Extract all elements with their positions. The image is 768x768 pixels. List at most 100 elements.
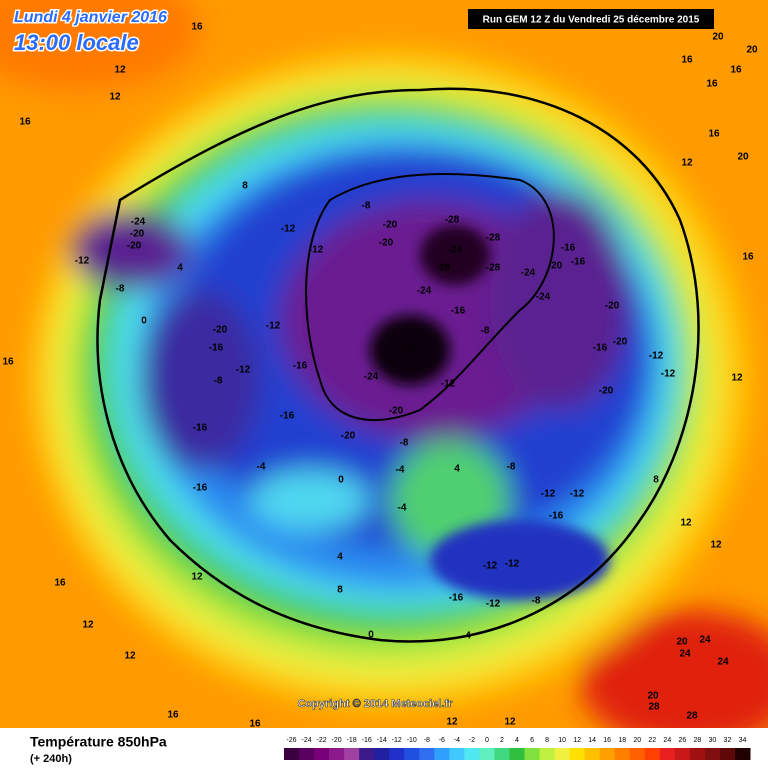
- contour-label: -12: [281, 224, 296, 235]
- legend-label: -26: [286, 737, 296, 744]
- contour-label: 16: [708, 129, 720, 140]
- contour-label: 12: [191, 572, 203, 583]
- contour-label: 16: [681, 55, 693, 66]
- contour-label: 8: [337, 585, 343, 596]
- contour-label: -12: [541, 489, 556, 500]
- legend-swatch: [419, 748, 435, 760]
- contour-label: 20: [647, 691, 659, 702]
- contour-label: 20: [737, 152, 749, 163]
- legend-label: 18: [618, 737, 626, 744]
- contour-label: 0: [338, 475, 344, 486]
- contour-label: -28: [445, 215, 460, 226]
- legend-label: 30: [709, 737, 717, 744]
- contour-label: 12: [731, 373, 743, 384]
- contour-label: -4: [396, 465, 405, 476]
- legend-swatch: [434, 748, 450, 760]
- contour-label: 8: [242, 181, 248, 192]
- legend-swatch: [359, 748, 375, 760]
- contour-label: -16: [593, 343, 608, 354]
- contour-label: -12: [486, 599, 501, 610]
- contour-label: -16: [193, 423, 208, 434]
- contour-label: -24: [364, 372, 379, 383]
- legend-label: -22: [317, 737, 327, 744]
- contour-label: -16: [193, 483, 208, 494]
- legend-label: 2: [500, 737, 504, 744]
- contour-label: -12: [75, 256, 90, 267]
- legend-swatch: [599, 748, 616, 760]
- map: -28-28-24-28-28 -28-24-24-24-20-20 -16-20-…: [0, 0, 768, 728]
- run-box: [468, 9, 714, 29]
- contour-label: -8: [116, 284, 125, 295]
- legend-swatch: [719, 748, 736, 760]
- contour-label: -20: [341, 431, 356, 442]
- legend-swatch: [554, 748, 571, 760]
- contour-label: 16: [706, 79, 718, 90]
- contour-label: -28: [486, 233, 501, 244]
- contour-label: -12: [266, 321, 281, 332]
- contour-label: 16: [742, 252, 754, 263]
- contour-label: 12: [124, 651, 136, 662]
- color-legend: -26 -24 -22 -20 -18 -16 -14 -12 -10 -8 -6 -4 -2 0 2 4 6 8…: [284, 737, 751, 760]
- legend-swatch: [374, 748, 390, 760]
- contour-label: 8: [653, 475, 659, 486]
- legend-label: 20: [633, 737, 641, 744]
- legend-label: -20: [332, 737, 342, 744]
- contour-label: -16: [451, 306, 466, 317]
- contour-label: -28: [403, 345, 418, 356]
- legend-label: 8: [545, 737, 549, 744]
- contour-label: -20: [379, 238, 394, 249]
- legend-swatch: [329, 748, 345, 760]
- legend-swatch: [629, 748, 646, 760]
- contour-label: 0: [368, 630, 374, 641]
- legend-swatch: [584, 748, 601, 760]
- legend-label: 0: [485, 737, 489, 744]
- legend-swatch: [449, 748, 465, 760]
- contour-label: -16: [571, 257, 586, 268]
- contour-label: -20: [127, 241, 142, 252]
- contour-label: 4: [454, 464, 460, 475]
- legend-label: 32: [724, 737, 732, 744]
- contour-label: -16: [209, 343, 224, 354]
- legend-label: 24: [663, 737, 671, 744]
- contour-label: 16: [167, 710, 179, 721]
- contour-label: -20: [383, 220, 398, 231]
- legend-swatch: [464, 748, 480, 760]
- contour-label: 12: [446, 717, 458, 728]
- contour-label: 16: [730, 65, 742, 76]
- contour-label: 24: [717, 657, 729, 668]
- legend-label: -4: [454, 737, 460, 744]
- contour-label: -8: [507, 462, 516, 473]
- legend-swatch: [404, 748, 420, 760]
- legend-label: 10: [558, 737, 566, 744]
- contour-label: -24: [417, 286, 432, 297]
- contour-label: -20: [213, 325, 228, 336]
- legend-label: -6: [439, 737, 445, 744]
- contour-label: 24: [679, 649, 691, 660]
- legend-label: 4: [515, 737, 519, 744]
- legend-label: -12: [392, 737, 402, 744]
- contour-label: 12: [109, 92, 121, 103]
- contour-label: -8: [400, 438, 409, 449]
- legend-label: 28: [693, 737, 701, 744]
- legend-swatch: [704, 748, 721, 760]
- time-title: 13:00 locale: [14, 30, 139, 55]
- contour-label: -20: [599, 386, 614, 397]
- legend-swatch: [389, 748, 405, 760]
- legend-swatch: [509, 748, 526, 760]
- legend-swatch: [299, 748, 315, 760]
- run-info: Run GEM 12 Z du Vendredi 25 décembre 201…: [483, 15, 700, 26]
- copyright: Copyright © 2014 Meteociel.fr: [298, 698, 454, 710]
- contour-label: -28: [486, 263, 501, 274]
- contour-label: -4: [398, 503, 407, 514]
- contour-label: 20: [746, 45, 758, 56]
- contour-label: -20: [130, 229, 145, 240]
- contour-label: -16: [549, 511, 564, 522]
- contour-label: 24: [699, 635, 711, 646]
- contour-label: 12: [681, 158, 693, 169]
- contour-label: -20: [548, 261, 563, 272]
- contour-label: -20: [389, 406, 404, 417]
- contour-label: -24: [131, 217, 146, 228]
- legend-swatch: [659, 748, 676, 760]
- legend-label: -14: [377, 737, 387, 744]
- legend-swatch: [524, 748, 541, 760]
